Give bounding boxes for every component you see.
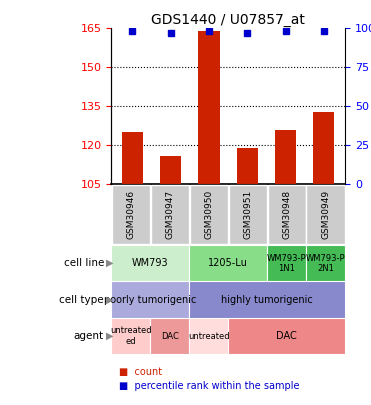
Bar	[190, 185, 228, 245]
Bar	[306, 245, 345, 281]
Bar	[313, 111, 335, 184]
Bar	[267, 245, 306, 281]
Bar	[189, 281, 345, 318]
Text: DAC: DAC	[276, 331, 297, 341]
Text: GSM30950: GSM30950	[204, 190, 213, 239]
Text: GSM30951: GSM30951	[243, 190, 252, 239]
Bar	[151, 185, 189, 245]
Bar	[275, 130, 296, 184]
Bar	[122, 132, 143, 184]
Text: highly tumorigenic: highly tumorigenic	[221, 295, 313, 305]
Text: cell line: cell line	[63, 258, 104, 268]
Text: GSM30947: GSM30947	[165, 190, 174, 239]
Text: untreated
ed: untreated ed	[110, 326, 152, 346]
Text: GSM30948: GSM30948	[282, 190, 291, 239]
Bar	[306, 185, 345, 245]
Text: poorly tumorigenic: poorly tumorigenic	[104, 295, 196, 305]
Text: ▶: ▶	[106, 331, 113, 341]
Text: WM793-P
1N1: WM793-P 1N1	[267, 254, 306, 273]
Text: ■  percentile rank within the sample: ■ percentile rank within the sample	[119, 381, 299, 391]
Bar	[189, 245, 267, 281]
Text: 1205-Lu: 1205-Lu	[208, 258, 248, 268]
Text: ▶: ▶	[106, 258, 113, 268]
Bar	[112, 185, 150, 245]
Bar	[160, 156, 181, 184]
Bar	[111, 245, 189, 281]
Text: GSM30949: GSM30949	[321, 190, 330, 239]
Bar	[267, 185, 306, 245]
Text: WM793-P
2N1: WM793-P 2N1	[306, 254, 345, 273]
Bar	[237, 148, 258, 184]
Bar	[198, 31, 220, 184]
Text: agent: agent	[74, 331, 104, 341]
Text: WM793: WM793	[132, 258, 168, 268]
Text: GSM30946: GSM30946	[126, 190, 135, 239]
Bar	[228, 318, 345, 354]
Text: ■  count: ■ count	[119, 367, 162, 377]
Bar	[111, 281, 189, 318]
Text: DAC: DAC	[161, 332, 179, 341]
Bar	[229, 185, 267, 245]
Text: ▶: ▶	[106, 295, 113, 305]
Bar	[189, 318, 228, 354]
Title: GDS1440 / U07857_at: GDS1440 / U07857_at	[151, 13, 305, 27]
Bar	[111, 318, 150, 354]
Text: untreated: untreated	[188, 332, 230, 341]
Bar	[150, 318, 189, 354]
Text: cell type: cell type	[59, 295, 104, 305]
